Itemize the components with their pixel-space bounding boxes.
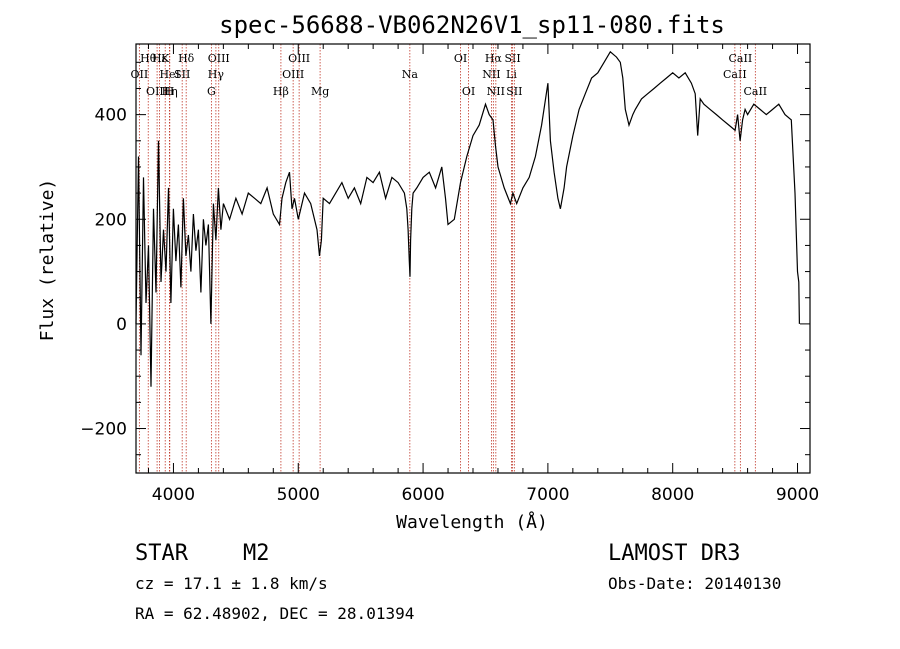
tick-label: 200	[95, 210, 127, 230]
spectral-line-label: Hγ	[208, 68, 225, 81]
spectral-line-label: OII	[131, 68, 149, 81]
object-type: STAR	[135, 541, 188, 566]
spectral-line-label: Hθ	[140, 52, 157, 65]
survey-name: LAMOST DR3	[608, 541, 741, 566]
spectral-line-label: OI	[454, 52, 467, 65]
obs-date: Obs-Date: 20140130	[608, 574, 782, 593]
tick-label: 9000	[776, 485, 819, 505]
spectral-line-label: CaII	[743, 85, 767, 98]
y-axis-label: Flux (relative)	[37, 179, 58, 342]
spectral-line-label: Hδ	[178, 52, 195, 65]
spectral-line-label: Na	[402, 68, 419, 81]
spectral-line-label: H	[165, 85, 175, 98]
spectral-line-label: CaII	[729, 52, 753, 65]
spectral-line-label: SII	[506, 85, 522, 98]
spectral-line-label: OIII	[208, 52, 230, 65]
spectral-line-label: Hβ	[273, 85, 289, 98]
spectral-line-label: OI	[462, 85, 475, 98]
chart-title: spec-56688-VB062N26V1_sp11-080.fits	[219, 11, 725, 39]
tick-label: 4000	[152, 485, 195, 505]
spectral-line-label: SII	[174, 68, 190, 81]
axis-ticks: 4000 5000 6000 7000 8000 9000 −200 0 200 400	[80, 44, 819, 505]
spectral-line-label: SII	[504, 52, 520, 65]
spectral-line-label: Hη	[162, 85, 178, 98]
x-axis-label: Wavelength (Å)	[396, 511, 548, 533]
ra-dec: RA = 62.48902, DEC = 28.01394	[135, 604, 415, 623]
tick-label: 0	[116, 315, 127, 335]
spectral-line-label: OIII	[288, 52, 310, 65]
redshift-cz: cz = 17.1 ± 1.8 km/s	[135, 574, 328, 593]
spectral-line-label: OIII	[146, 85, 168, 98]
spectral-line-label: Mg	[311, 85, 329, 98]
spectral-line-label: OIII	[282, 68, 304, 81]
object-subclass: M2	[243, 541, 270, 566]
spectral-line-label: G	[207, 85, 216, 98]
tick-label: 8000	[651, 485, 694, 505]
spectral-line-label: Hε	[152, 52, 168, 65]
spectral-line-label: NII	[482, 68, 500, 81]
tick-label: 400	[95, 106, 127, 126]
spectral-line-label: NII	[487, 85, 505, 98]
tick-label: 5000	[277, 485, 320, 505]
spectral-line-label: Li	[506, 68, 517, 81]
spectrum-line	[135, 50, 800, 387]
spectral-line-label: Hα	[485, 52, 503, 65]
spectral-line-label: CaII	[723, 68, 747, 81]
tick-label: −200	[80, 420, 127, 440]
spectral-line-label: K	[161, 52, 170, 65]
tick-label: 7000	[526, 485, 569, 505]
tick-label: 6000	[401, 485, 444, 505]
